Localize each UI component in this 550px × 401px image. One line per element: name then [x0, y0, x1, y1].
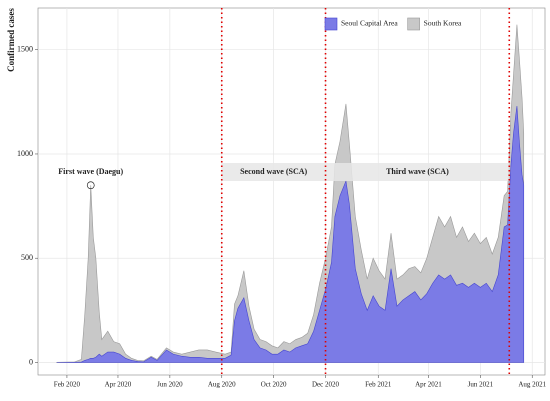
area	[56, 24, 525, 363]
x-tick-label: Apr 2021	[415, 381, 442, 389]
annotation-band	[325, 163, 510, 181]
x-tick-label: Dec 2020	[312, 381, 340, 389]
x-tick-label: Feb 2021	[365, 381, 392, 389]
y-tick-label: 1500	[17, 45, 33, 54]
annotation: Second wave (SCA)	[240, 167, 307, 176]
x-tick-label: Feb 2020	[54, 381, 81, 389]
x-tick-label: Apr 2020	[105, 381, 132, 389]
area	[56, 105, 525, 363]
peak-marker	[86, 181, 95, 190]
y-tick-label: 500	[21, 253, 33, 262]
y-tick-label: 1000	[17, 149, 33, 158]
y-axis-label: Confirmed cases	[6, 8, 16, 72]
legend-swatch	[407, 17, 420, 31]
x-tick-label: Aug 2021	[518, 381, 546, 389]
x-tick-label: Oct 2020	[261, 381, 287, 389]
annotation: First wave (Daegu)	[58, 167, 123, 176]
annotation-band	[221, 163, 326, 181]
legend-swatch	[324, 17, 338, 31]
legend-label: South Korea	[424, 19, 462, 28]
x-tick-label: Aug 2020	[208, 381, 236, 389]
x-tick-label: Jun 2021	[468, 381, 494, 389]
x-tick-label: Jun 2020	[157, 381, 183, 389]
legend-label: Seoul Capital Area	[341, 19, 398, 28]
annotation: Third wave (SCA)	[386, 167, 449, 176]
y-tick-label: 0	[29, 357, 33, 366]
